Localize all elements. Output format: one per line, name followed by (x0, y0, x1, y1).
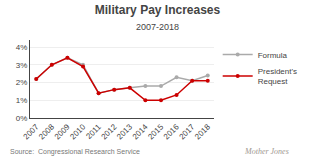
svg-text:Formula: Formula (258, 51, 288, 60)
svg-text:2010: 2010 (68, 122, 87, 141)
svg-text:0%: 0% (16, 114, 28, 123)
svg-text:3%: 3% (16, 61, 28, 70)
svg-text:2011: 2011 (84, 122, 103, 141)
svg-text:2013: 2013 (115, 122, 134, 141)
svg-text:2008: 2008 (37, 122, 56, 141)
svg-text:Mother Jones: Mother Jones (244, 147, 289, 156)
svg-text:2012: 2012 (99, 122, 118, 141)
svg-text:2009: 2009 (53, 122, 72, 141)
svg-text:2%: 2% (16, 78, 28, 87)
svg-text:4%: 4% (16, 43, 28, 52)
svg-text:Source: Congressional Researc: Source: Congressional Research Service (10, 148, 140, 156)
svg-text:2007: 2007 (22, 122, 41, 141)
svg-text:2014: 2014 (131, 122, 150, 141)
svg-text:2017: 2017 (177, 122, 196, 141)
svg-text:2016: 2016 (162, 122, 181, 141)
svg-text:1%: 1% (16, 96, 28, 105)
svg-text:President'sRequest: President'sRequest (258, 67, 297, 86)
svg-text:2015: 2015 (146, 122, 165, 141)
svg-text:Military Pay Increases2007-201: Military Pay Increases2007-2018 (95, 3, 221, 32)
svg-text:2018: 2018 (193, 122, 212, 141)
